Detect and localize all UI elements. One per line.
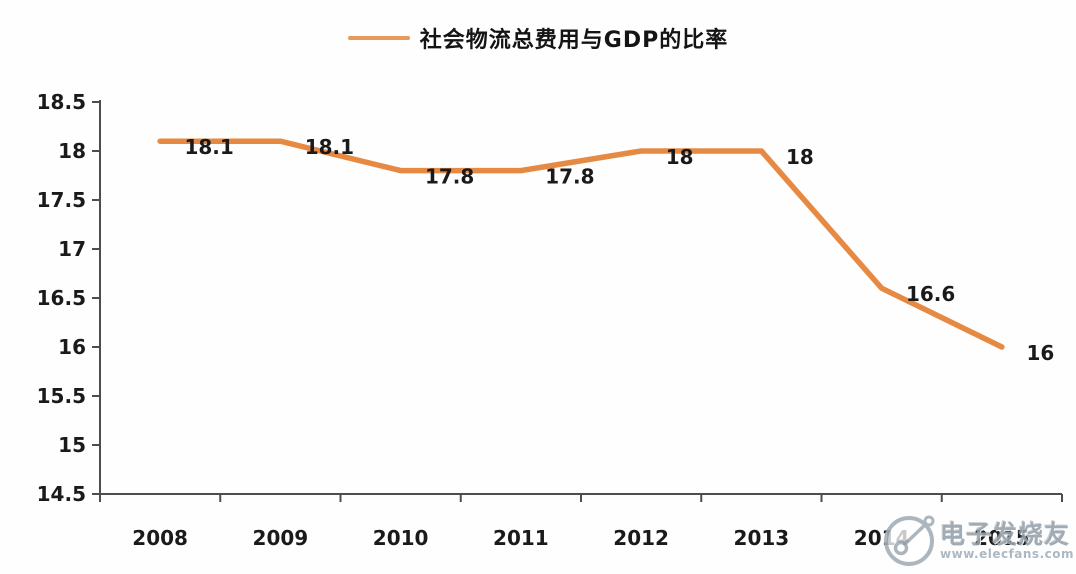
- data-label: 16.6: [906, 282, 955, 306]
- y-axis-label: 16: [58, 335, 86, 359]
- data-label: 18.1: [305, 135, 354, 159]
- y-axis-label: 17.5: [37, 188, 86, 212]
- x-axis-label: 2010: [373, 526, 429, 550]
- data-label: 18: [666, 145, 694, 169]
- x-axis-label: 2012: [613, 526, 669, 550]
- data-label: 16: [1026, 341, 1054, 365]
- data-label: 18.1: [184, 135, 233, 159]
- series-line: [157, 138, 1005, 350]
- legend-line-marker: [347, 36, 410, 40]
- y-axis-label: 15.5: [37, 384, 86, 408]
- legend: 社会物流总费用与GDP的比率: [0, 22, 1076, 54]
- x-axis-label: 2013: [734, 526, 790, 550]
- x-axis-label: 2015: [974, 526, 1030, 550]
- y-axis-label: 18: [58, 139, 86, 163]
- x-axis-label: 2014: [854, 526, 910, 550]
- y-axis-label: 15: [58, 433, 86, 457]
- y-axis-label: 14.5: [37, 482, 86, 506]
- x-axis-label: 2009: [253, 526, 309, 550]
- data-label: 18: [786, 145, 814, 169]
- legend-label: 社会物流总费用与GDP的比率: [419, 28, 729, 53]
- x-axis-label: 2008: [132, 526, 188, 550]
- y-axis-label: 17: [58, 237, 86, 261]
- data-label: 17.8: [545, 165, 594, 189]
- y-axis-label: 18.5: [37, 90, 86, 114]
- x-axis-label: 2011: [493, 526, 549, 550]
- y-axis-label: 16.5: [37, 286, 86, 310]
- data-label: 17.8: [425, 165, 474, 189]
